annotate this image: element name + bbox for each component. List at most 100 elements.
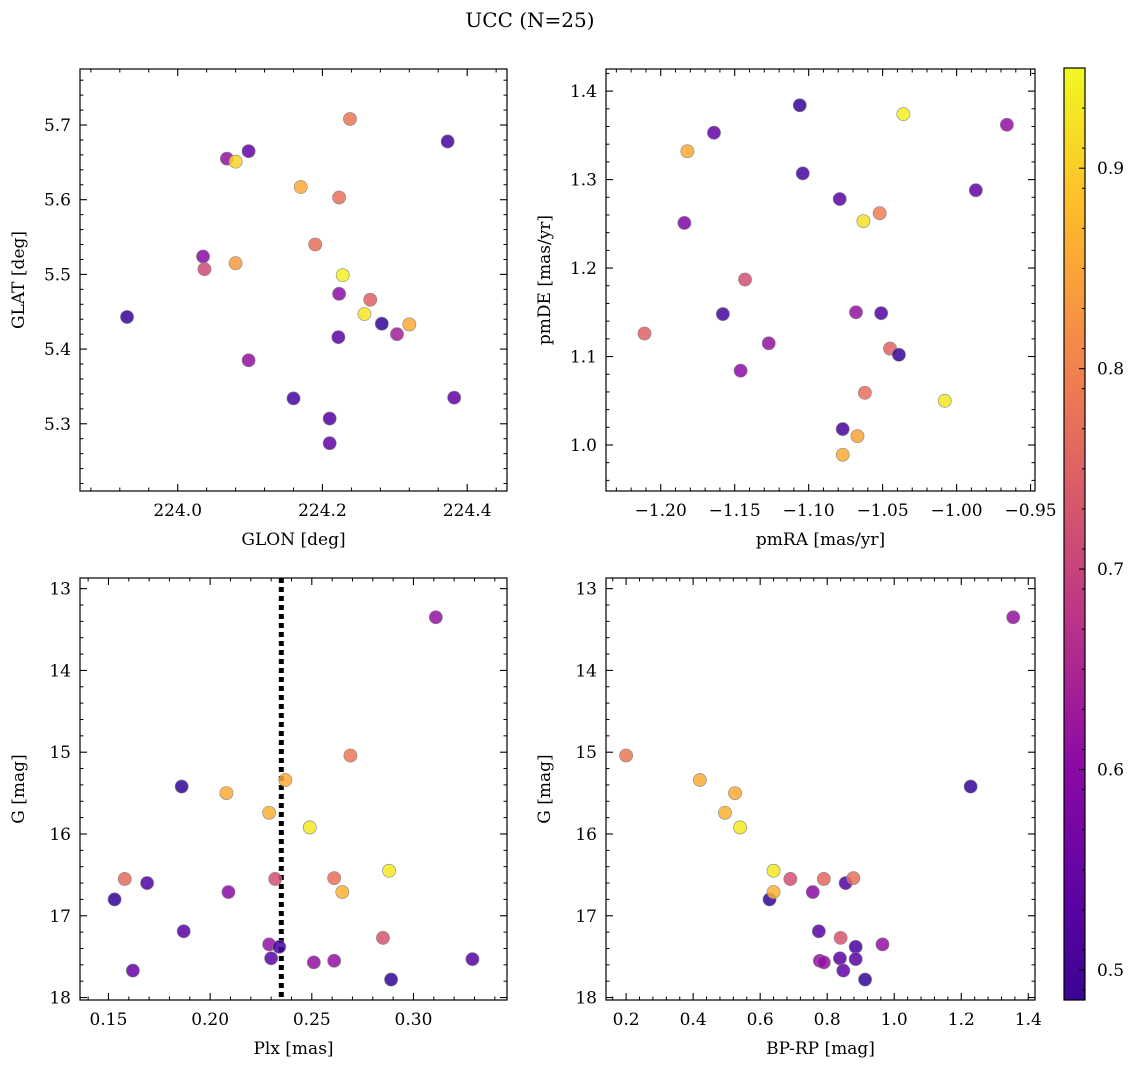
y-axis-label: GLAT [deg] xyxy=(9,231,29,329)
data-point xyxy=(783,872,798,886)
y-tick-label: 17 xyxy=(49,907,71,927)
data-point xyxy=(335,268,350,283)
y-tick-label: 14 xyxy=(575,661,597,681)
data-point xyxy=(382,863,396,878)
data-point xyxy=(268,872,283,886)
colorbar-tick-label: 0.6 xyxy=(1097,761,1124,781)
data-point xyxy=(833,951,847,966)
y-tick-label: 1.2 xyxy=(570,259,597,279)
x-tick-label: −1.05 xyxy=(857,501,909,521)
y-tick-label: 18 xyxy=(575,989,597,1009)
data-point xyxy=(174,779,189,794)
data-point xyxy=(402,317,417,332)
y-tick-label: 14 xyxy=(49,661,71,681)
data-point xyxy=(327,953,342,968)
data-point xyxy=(707,125,721,140)
data-point xyxy=(264,951,279,966)
x-tick-label: 0.25 xyxy=(293,1010,331,1030)
data-point xyxy=(335,885,350,899)
data-point xyxy=(999,117,1014,132)
plot-frame xyxy=(605,577,1036,1001)
data-point xyxy=(322,411,337,426)
plot-frame xyxy=(79,577,508,1001)
y-tick-label: 13 xyxy=(49,580,71,600)
data-point xyxy=(637,326,652,341)
y-tick-label: 1.3 xyxy=(570,171,597,191)
panel-plx-g: 0.15 0.20 0.25 0.30 13 14 15 16 17 18 Plx [mas] G [… xyxy=(9,577,508,1059)
data-point xyxy=(332,286,346,301)
x-tick-label: 224.2 xyxy=(298,501,347,521)
data-point xyxy=(805,885,820,899)
data-point xyxy=(376,930,390,945)
data-point xyxy=(390,327,404,342)
x-tick-label: 1.0 xyxy=(881,1010,908,1030)
x-axis-label: pmRA [mas/yr] xyxy=(756,530,885,550)
data-point xyxy=(293,180,308,194)
x-tick-label: −0.95 xyxy=(1005,501,1057,521)
y-tick-label: 5.5 xyxy=(44,265,71,285)
data-point xyxy=(619,748,634,763)
data-point xyxy=(219,786,234,800)
panel-bprp-g: 0.2 0.4 0.6 0.8 1.0 1.2 1.4 13 14 15 16 17 18 BP-RP [… xyxy=(535,577,1042,1059)
data-point xyxy=(440,134,455,149)
panel-pmra-pmde: −1.20 −1.15 −1.10 −1.05 −1.00 −0.95 1.0 1.1 1.2 1… xyxy=(535,68,1057,550)
data-point xyxy=(428,610,443,625)
data-point xyxy=(766,885,781,899)
colorbar-tick-label: 0.7 xyxy=(1097,560,1124,580)
y-tick-label: 18 xyxy=(49,989,71,1009)
data-point xyxy=(856,214,871,229)
data-point xyxy=(262,805,276,820)
data-point xyxy=(857,385,872,400)
y-tick-label: 1.0 xyxy=(570,436,597,456)
y-tick-label: 1.1 xyxy=(570,348,597,368)
data-point xyxy=(795,166,810,181)
data-point xyxy=(766,863,781,878)
data-point xyxy=(278,773,293,787)
data-point xyxy=(836,963,851,978)
x-axis-label: Plx [mas] xyxy=(253,1039,333,1059)
data-point xyxy=(872,206,887,221)
plot-frame xyxy=(79,68,508,492)
data-point xyxy=(761,336,776,351)
x-tick-label: 0.8 xyxy=(814,1010,841,1030)
x-tick-label: 1.2 xyxy=(948,1010,975,1030)
data-point xyxy=(120,310,134,324)
y-tick-label: 16 xyxy=(575,825,597,845)
data-point xyxy=(176,924,191,939)
data-point xyxy=(833,930,848,945)
data-point xyxy=(677,216,692,230)
data-point xyxy=(447,390,462,405)
data-point xyxy=(835,422,850,436)
y-axis-label: G [mag] xyxy=(9,754,29,823)
data-point xyxy=(465,952,480,967)
colorbar-tick-label: 0.8 xyxy=(1097,360,1124,380)
plot-frame xyxy=(605,68,1036,492)
y-tick-label: 5.6 xyxy=(44,191,71,211)
data-point xyxy=(1006,610,1021,625)
data-point xyxy=(117,872,132,886)
data-point xyxy=(221,885,236,899)
y-axis-label: pmDE [mas/yr] xyxy=(535,215,555,345)
y-tick-label: 5.4 xyxy=(44,340,71,360)
y-tick-label: 5.7 xyxy=(44,116,71,136)
x-axis-label: GLON [deg] xyxy=(241,530,345,550)
data-point xyxy=(848,952,863,967)
x-tick-label: 1.4 xyxy=(1015,1010,1042,1030)
y-axis-label: G [mag] xyxy=(535,754,555,823)
y-tick-label: 15 xyxy=(575,743,597,763)
data-point xyxy=(937,393,952,408)
data-point xyxy=(140,876,154,890)
data-point xyxy=(331,330,346,345)
data-point xyxy=(792,98,807,113)
x-tick-label: 0.4 xyxy=(680,1010,707,1030)
data-point xyxy=(738,272,752,287)
data-point xyxy=(692,773,707,787)
x-tick-label: 0.15 xyxy=(90,1010,128,1030)
x-tick-label: −1.20 xyxy=(635,501,687,521)
data-point xyxy=(733,820,747,835)
data-point xyxy=(197,262,212,277)
data-point xyxy=(874,306,889,321)
y-tick-label: 1.4 xyxy=(570,82,597,102)
colorbar: 0.5 0.6 0.7 0.8 0.9 xyxy=(1063,67,1124,1001)
